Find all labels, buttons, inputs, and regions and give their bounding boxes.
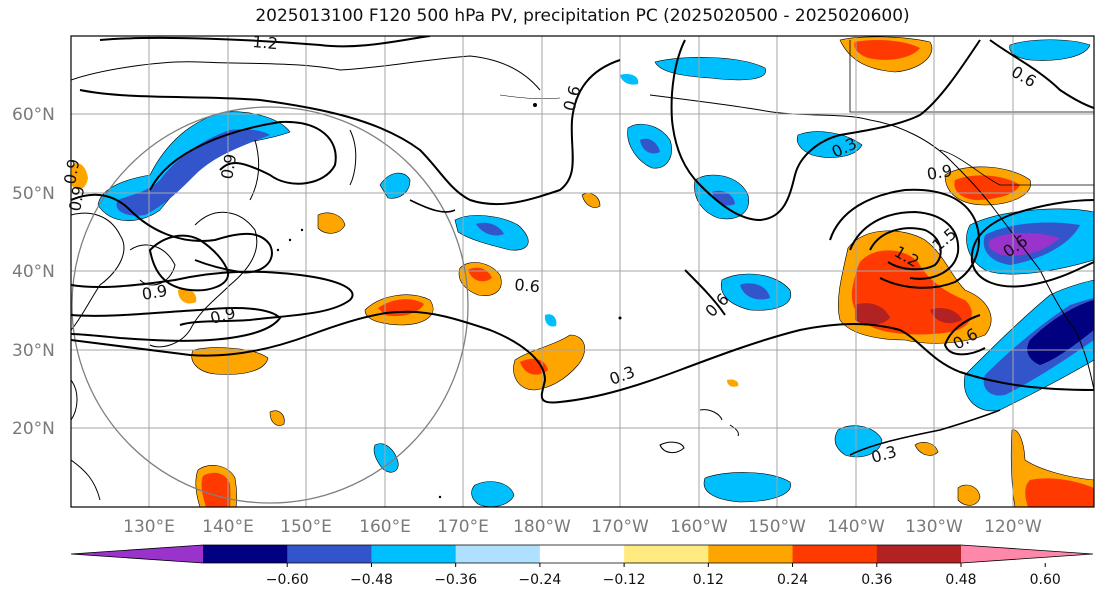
colorbar-outline xyxy=(70,544,1094,564)
precip-area xyxy=(620,74,639,85)
contour-label: 0.9 xyxy=(925,161,953,184)
lon-label: 140°E xyxy=(202,517,254,537)
colorbar-segment xyxy=(539,545,625,563)
precip-area xyxy=(914,442,939,456)
colorbar-segment xyxy=(203,545,288,563)
precip-area xyxy=(116,129,271,216)
colorbar-segment xyxy=(876,545,962,563)
lon-label: 130°W xyxy=(905,517,963,537)
lon-label: 160°E xyxy=(359,517,411,537)
lon-label: 180°W xyxy=(513,517,571,537)
precip-area xyxy=(72,163,88,190)
precip-area xyxy=(191,347,269,375)
precip-area xyxy=(178,288,197,304)
lon-label: 140°W xyxy=(827,517,885,537)
colorbar-segment xyxy=(792,545,878,563)
colorbar-segment xyxy=(455,545,541,563)
precip-area xyxy=(855,303,890,326)
lon-label: 170°W xyxy=(591,517,649,537)
precip-area xyxy=(1027,300,1094,365)
lat-label: 40°N xyxy=(12,262,55,282)
colorbar-tick-label: −0.36 xyxy=(434,572,477,588)
coastlines xyxy=(71,40,1094,501)
colorbar-tick-label: −0.48 xyxy=(350,572,393,588)
precip-area xyxy=(930,308,962,324)
contour-label: 0.9 xyxy=(65,184,88,212)
precip-area xyxy=(544,314,557,327)
colorbar-tick-label: 0.24 xyxy=(777,572,808,588)
colorbar-segment xyxy=(371,545,457,563)
colorbar-tick-label: −0.60 xyxy=(266,572,309,588)
colorbar-segment xyxy=(287,545,372,563)
colorbar-segment xyxy=(708,545,794,563)
latitude-labels: 60°N 50°N 40°N 30°N 20°N xyxy=(12,105,55,439)
small-islands xyxy=(276,103,622,499)
colorbar-tick-label: 0.12 xyxy=(693,572,724,588)
precip-area xyxy=(640,138,660,154)
lon-label: 160°W xyxy=(670,517,728,537)
lat-label: 20°N xyxy=(12,419,55,439)
map-frame xyxy=(70,35,1095,508)
contour-label: 1.2 xyxy=(252,32,279,53)
lon-label: 150°W xyxy=(748,517,806,537)
precip-area xyxy=(957,484,981,506)
lon-label: 130°E xyxy=(123,517,175,537)
lat-label: 50°N xyxy=(12,184,55,204)
precip-area xyxy=(379,172,411,199)
contour-label: 0.9 xyxy=(60,157,83,185)
lon-label: 170°E xyxy=(437,517,489,537)
precip-area xyxy=(703,472,791,503)
precip-area xyxy=(654,57,766,81)
precip-area xyxy=(373,443,399,473)
contour-label: 0.6 xyxy=(514,275,541,296)
precip-area xyxy=(471,481,515,507)
lon-label: 150°E xyxy=(280,517,332,537)
precip-area xyxy=(988,233,1060,256)
precip-area xyxy=(727,379,739,387)
colorbar: −0.60 −0.48 −0.36 −0.24 −0.12 0.12 0.24 0.36 0.4… xyxy=(70,544,1094,588)
map-field-layer xyxy=(71,36,1094,507)
lat-label: 60°N xyxy=(12,105,55,125)
precip-area xyxy=(269,410,285,426)
precip-area xyxy=(1025,478,1094,507)
colorbar-tick-label: 0.36 xyxy=(861,572,892,588)
contour-label: 0.9 xyxy=(140,281,168,304)
precip-area xyxy=(854,40,920,60)
precip-area xyxy=(317,212,346,234)
precip-area xyxy=(513,334,585,391)
precip-area xyxy=(520,358,548,375)
colorbar-tick-label: −0.12 xyxy=(603,572,646,588)
precip-area xyxy=(796,131,863,158)
precip-area xyxy=(201,472,231,507)
pv-contours xyxy=(71,36,1094,456)
contour-label: 0.9 xyxy=(217,152,240,180)
precip-area xyxy=(1009,39,1091,61)
colorbar-extend-min xyxy=(71,545,203,563)
colorbar-segment xyxy=(624,545,709,563)
precip-area xyxy=(834,425,883,458)
colorbar-tick-label: −0.24 xyxy=(518,572,561,588)
figure-title: 2025013100 F120 500 hPa PV, precipitatio… xyxy=(255,6,910,26)
lat-label: 30°N xyxy=(12,341,55,361)
longitude-labels: 130°E 140°E 150°E 160°E 170°E 180°W 170°… xyxy=(123,517,1042,537)
highlight-circle xyxy=(71,106,469,504)
precip-area xyxy=(712,190,735,206)
colorbar-extend-max xyxy=(961,545,1093,563)
precip-area xyxy=(476,222,504,236)
lon-label: 120°W xyxy=(984,517,1042,537)
colorbar-tick-label: 0.60 xyxy=(1030,572,1061,588)
colorbar-tick-label: 0.48 xyxy=(945,572,976,588)
precip-area xyxy=(740,283,770,300)
